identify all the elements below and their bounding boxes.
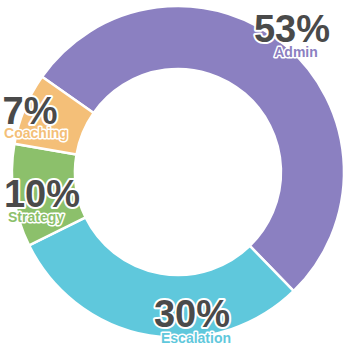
slices <box>12 6 344 338</box>
category-label: Escalation <box>161 330 231 346</box>
chart: 53%Admin30%Escalation10%Strategy7%Coachi… <box>0 0 350 350</box>
category-label: Strategy <box>8 209 64 225</box>
category-label: Coaching <box>4 125 68 141</box>
labels: 53%Admin30%Escalation10%Strategy7%Coachi… <box>3 8 330 346</box>
slice <box>29 217 294 338</box>
category-label: Admin <box>274 44 318 60</box>
value-label: 30% <box>154 293 230 335</box>
